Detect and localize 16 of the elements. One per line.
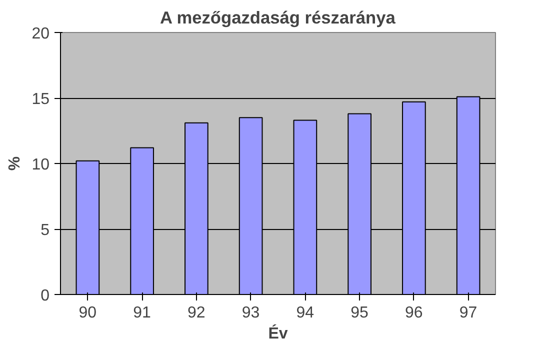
y-axis-title: % — [6, 156, 24, 171]
y-tick-label: 10 — [32, 156, 50, 174]
y-tick-label: 5 — [40, 222, 50, 239]
y-tick-label: 20 — [32, 26, 50, 42]
x-tick-label: 92 — [188, 304, 206, 322]
x-tick-label: 91 — [133, 304, 152, 322]
chart-title: A mezőgazdaság részaránya — [160, 8, 396, 28]
y-tick-label: 15 — [32, 91, 50, 108]
x-tick-label: 96 — [405, 304, 423, 322]
x-tick-label: 93 — [242, 304, 260, 322]
x-tick-label: 95 — [350, 304, 369, 322]
y-tick-label: 0 — [40, 288, 50, 304]
x-tick-label: 94 — [296, 304, 314, 322]
x-tick-label: 90 — [78, 304, 97, 322]
x-tick-label: 97 — [459, 304, 478, 322]
x-axis-title: Év — [268, 324, 288, 342]
